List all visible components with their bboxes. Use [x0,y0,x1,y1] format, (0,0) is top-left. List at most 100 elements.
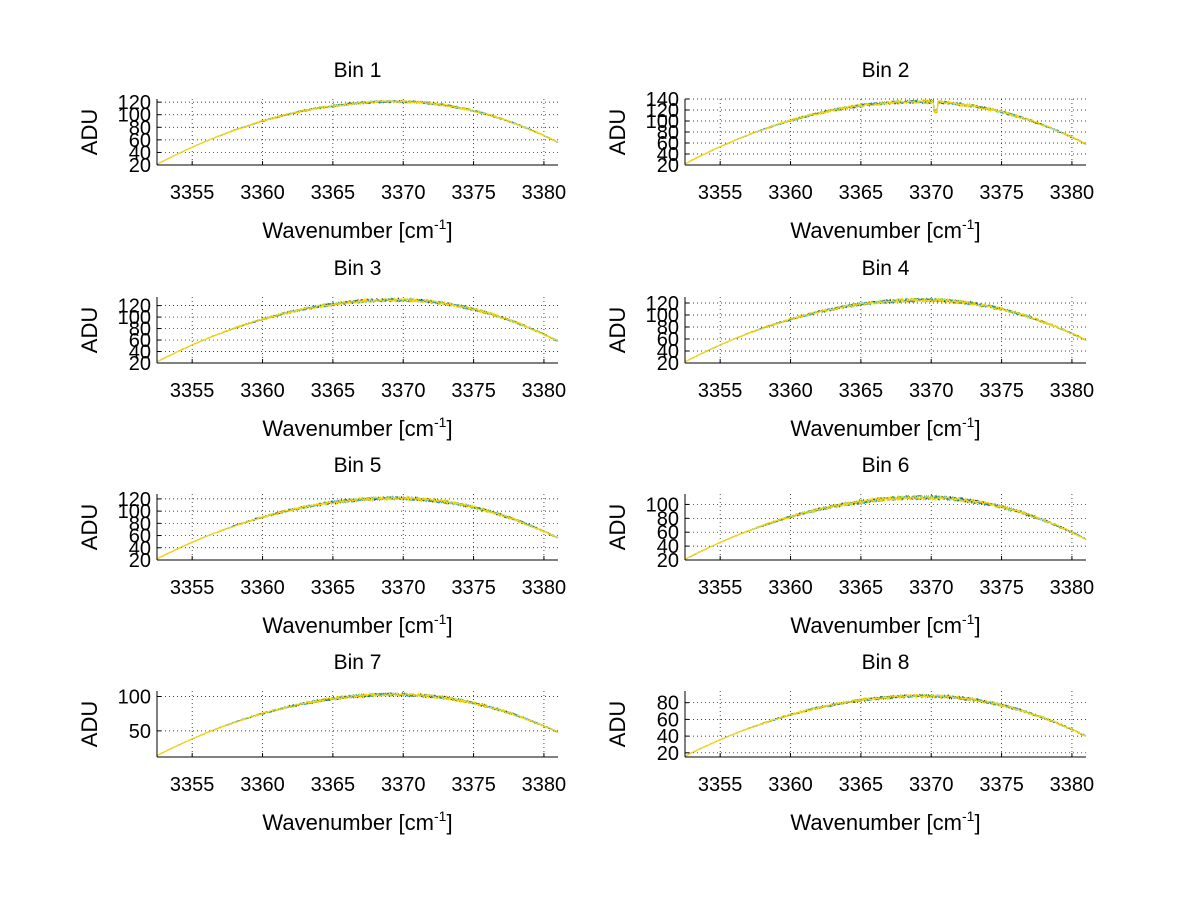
x-tick-label: 3365 [311,182,356,204]
y-axis-label: ADU [605,701,630,747]
x-tick-label: 3370 [909,380,954,402]
x-tick-label: 3365 [839,577,884,599]
y-tick-label: 100 [118,501,151,523]
x-tick-label: 3375 [451,577,496,599]
series-line [156,495,559,560]
x-axis-label-end: ] [446,416,452,441]
x-tick-label: 3365 [311,774,356,796]
series-line [156,691,559,757]
y-axis-label: ADU [77,307,102,353]
subplot-6: Bin 6 3355 3360 3365 3370 3375 3380 20406080100… [605,454,1094,638]
y-tick-label: 60 [657,329,679,351]
series-line [156,296,559,363]
y-axis-label: ADU [605,109,630,155]
y-tick-label: 60 [657,522,679,544]
y-tick-label: 20 [129,550,151,572]
x-tick-label: 3365 [311,380,356,402]
x-tick-label: 3360 [240,380,285,402]
x-axis-label-end: ] [974,416,980,441]
x-axis-label: Wavenumber [cm-1] [790,611,980,638]
x-tick-label: 3380 [1050,577,1095,599]
y-tick-label: 50 [129,721,151,743]
y-tick-label: 80 [129,319,151,341]
grid [157,99,558,166]
subplot-4: Bin 4 3355 3360 3365 3370 3375 3380 20406080100… [605,257,1094,441]
y-tick-label: 20 [129,353,151,375]
x-tick-label: 3380 [1050,380,1095,402]
x-tick-label: 3370 [381,774,426,796]
series-line [684,297,1087,363]
y-axis-label: ADU [77,504,102,550]
series-line [156,297,559,362]
x-axis-label-main: Wavenumber [cm [790,416,962,441]
x-tick-label: 3380 [522,380,567,402]
x-tick-label: 3375 [979,380,1024,402]
series-line [684,693,1087,757]
y-tick-label: 120 [118,489,151,511]
y-axis-label: ADU [77,701,102,747]
x-tick-label: 3360 [240,774,285,796]
series-line [156,692,559,757]
x-tick-label: 3365 [839,182,884,204]
y-tick-label: 80 [657,508,679,530]
y-tick-label: 100 [646,494,679,516]
subplot-2: Bin 2 3355 3360 3365 3370 3375 3380 20406080100… [605,59,1094,243]
x-axis-label-end: ] [446,218,452,243]
x-tick-label: 3380 [522,774,567,796]
x-tick-label: 3375 [979,577,1024,599]
x-axis-label-main: Wavenumber [cm [790,218,962,243]
x-tick-label: 3370 [909,182,954,204]
y-tick-label: 40 [657,144,679,166]
subplot-5: Bin 5 3355 3360 3365 3370 3375 3380 20406080100… [77,454,566,638]
grid [685,494,1086,561]
series-line [156,100,558,165]
subplot-7: Bin 7 3355 3360 3365 3370 3375 3380 50 100 ADU Wav… [77,651,566,835]
subplot-title: Bin 7 [334,651,382,674]
series-line [684,297,1087,362]
y-tick-label: 40 [657,726,679,748]
y-tick-label: 20 [657,743,679,765]
y-tick-label: 100 [118,687,151,709]
x-tick-label: 3375 [979,774,1024,796]
x-axis-label-sup: -1 [962,414,975,430]
subplot-3: Bin 3 3355 3360 3365 3370 3375 3380 20406080100… [77,257,566,441]
x-axis-label-main: Wavenumber [cm [262,613,434,638]
x-tick-label: 3375 [451,182,496,204]
subplot-1: Bin 1 3355 3360 3365 3370 3375 3380 20406080100… [77,59,566,243]
y-tick-label: 80 [657,693,679,715]
y-tick-label: 120 [118,296,151,318]
x-tick-label: 3365 [839,380,884,402]
x-tick-label: 3355 [170,774,215,796]
subplot-title: Bin 1 [334,59,382,82]
y-tick-label: 60 [657,133,679,155]
y-tick-label: 100 [646,305,679,327]
x-axis-label-main: Wavenumber [cm [262,218,434,243]
y-tick-label: 20 [657,550,679,572]
x-axis-label-sup: -1 [962,611,975,627]
x-tick-label: 3370 [381,182,426,204]
series-line [156,99,559,165]
x-axis-label-sup: -1 [434,611,447,627]
x-axis-label-main: Wavenumber [cm [790,810,962,835]
x-tick-label: 3370 [381,577,426,599]
y-tick-label: 40 [129,342,151,364]
x-axis-label: Wavenumber [cm-1] [790,414,980,441]
y-tick-label: 60 [129,526,151,548]
x-tick-label: 3365 [839,774,884,796]
subplot-title: Bin 6 [862,454,910,477]
series-line [684,494,1087,560]
x-tick-label: 3355 [698,182,743,204]
series-line [156,99,558,165]
x-axis-label-end: ] [446,613,452,638]
x-axis-label-end: ] [974,218,980,243]
grid [157,691,558,757]
x-tick-label: 3355 [698,774,743,796]
x-axis-label-end: ] [974,810,980,835]
subplot-title: Bin 2 [862,59,910,82]
y-tick-label: 120 [646,293,679,315]
y-tick-label: 80 [657,317,679,339]
x-tick-label: 3370 [909,577,954,599]
grid [157,494,558,561]
x-tick-label: 3355 [698,577,743,599]
